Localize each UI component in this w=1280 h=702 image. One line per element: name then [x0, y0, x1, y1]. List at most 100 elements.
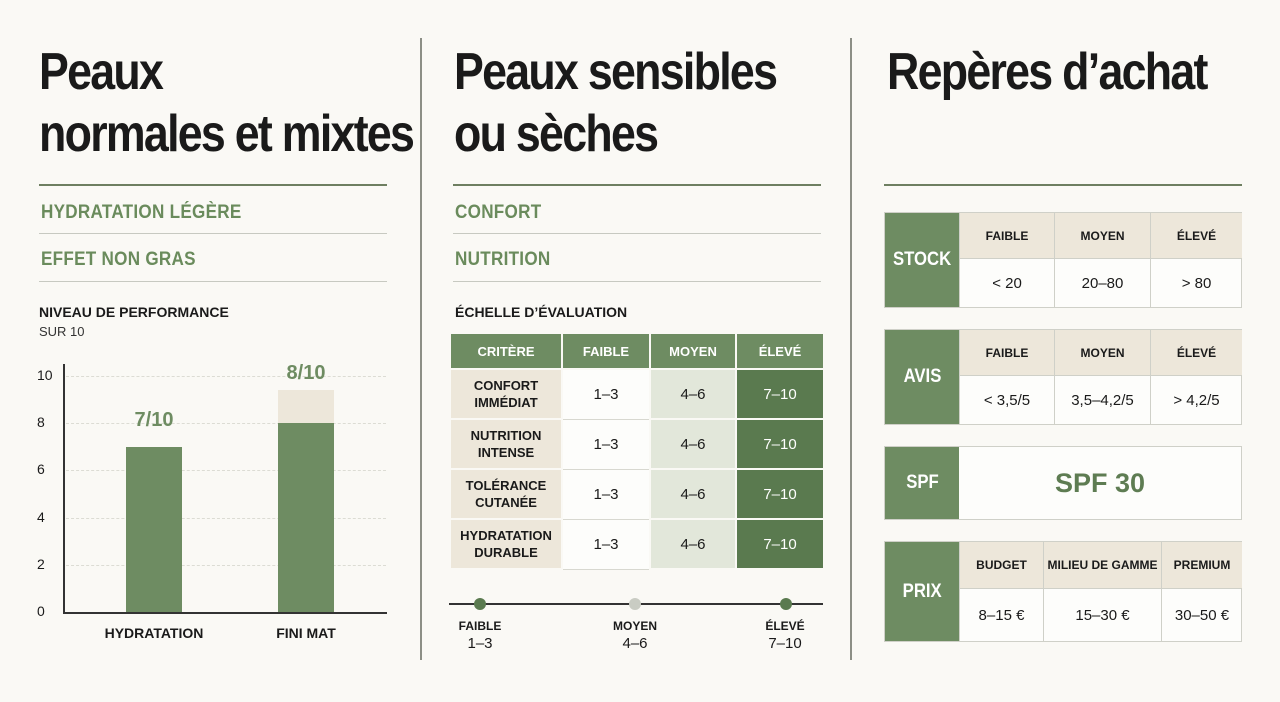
- moyen-cell: 4–6: [649, 518, 737, 570]
- eleve-cell: 7–10: [735, 418, 825, 470]
- legend-label-eleve: ÉLEVÉ: [765, 619, 805, 633]
- x-tick-label: HYDRATATION: [104, 625, 204, 641]
- prix-header-premium: PREMIUM: [1161, 542, 1242, 589]
- header-critere: CRITÈRE: [449, 332, 563, 370]
- legend-range-faible: 1–3: [467, 635, 493, 652]
- stock-value-eleve: > 80: [1150, 259, 1242, 307]
- header-eleve: ÉLEVÉ: [735, 332, 825, 370]
- stock-header-eleve: ÉLEVÉ: [1150, 213, 1242, 259]
- prix-value-milieu: 15–30 €: [1043, 589, 1161, 641]
- bar-data-label: 7/10: [134, 408, 174, 431]
- avis-value-moyen: 3,5–4,2/5: [1054, 376, 1150, 424]
- table-header-row: CRITÈRE FAIBLE MOYEN ÉLEVÉ: [449, 332, 825, 370]
- legend-label-moyen: MOYEN: [612, 619, 657, 633]
- y-tick-label: 8: [37, 414, 45, 431]
- column-divider-1: [420, 38, 422, 660]
- legend-range-moyen: 4–6: [622, 635, 648, 652]
- grid-line: [66, 564, 386, 566]
- moyen-cell: 4–6: [649, 368, 737, 420]
- column-divider-2: [850, 38, 852, 660]
- x-tick-label: FINI MAT: [276, 625, 336, 641]
- col1-tag-hydratation: HYDRATATION LÉGÈRE: [41, 202, 242, 223]
- avis-header-faible: FAIBLE: [959, 330, 1054, 376]
- eleve-cell: 7–10: [735, 368, 825, 420]
- y-tick-label: 0: [37, 603, 45, 619]
- legend-range-eleve: 7–10: [768, 635, 802, 652]
- col2-separator-1: [453, 233, 821, 234]
- faible-cell: 1–3: [561, 468, 651, 520]
- stock-value-faible: < 20: [959, 259, 1054, 307]
- stock-header-moyen: MOYEN: [1054, 213, 1150, 259]
- header-faible: FAIBLE: [561, 332, 651, 370]
- col2-separator-2: [453, 281, 821, 282]
- chart-x-axis: [63, 612, 387, 614]
- faible-cell: 1–3: [561, 518, 651, 570]
- stock-label: STOCK: [885, 213, 959, 307]
- evaluation-scale-table: CRITÈRE FAIBLE MOYEN ÉLEVÉ CONFORT IMMÉDI…: [449, 332, 825, 570]
- avis-label: AVIS: [885, 330, 959, 424]
- legend-dot-moyen: [629, 598, 641, 610]
- chart-subtitle: SUR 10: [39, 324, 85, 339]
- y-tick-label: 2: [37, 555, 45, 572]
- bar-data-label: 8/10: [286, 362, 326, 385]
- avis-value-faible: < 3,5/5: [959, 376, 1054, 424]
- legend-dot-eleve: [780, 598, 792, 610]
- spf-card: SPF SPF 30: [884, 446, 1242, 520]
- criterion-cell: TOLÉRANCE CUTANÉE: [449, 468, 563, 520]
- grid-line: [66, 517, 386, 519]
- stock-value-moyen: 20–80: [1054, 259, 1150, 307]
- col1-title-line1: Peaux: [39, 43, 164, 101]
- table-row: TOLÉRANCE CUTANÉE 1–3 4–6 7–10: [449, 468, 825, 520]
- grid-line: [66, 376, 386, 377]
- prix-card: PRIX BUDGET MILIEU DE GAMME PREMIUM 8–15…: [884, 541, 1242, 642]
- chart-title: NIVEAU DE PERFORMANCE: [39, 304, 229, 320]
- prix-label: PRIX: [885, 542, 959, 641]
- y-tick-label: 6: [37, 461, 45, 478]
- grid-line: [66, 423, 386, 425]
- avis-card: AVIS FAIBLE MOYEN ÉLEVÉ < 3,5/5 3,5–4,2/…: [884, 329, 1242, 425]
- moyen-cell: 4–6: [649, 468, 737, 520]
- table-row: NUTRITION INTENSE 1–3 4–6 7–10: [449, 418, 825, 470]
- grid-line: [66, 470, 386, 472]
- col2-title-line2: ou sèches: [454, 105, 659, 163]
- table-row: HYDRATATION DURABLE 1–3 4–6 7–10: [449, 518, 825, 570]
- avis-header-eleve: ÉLEVÉ: [1150, 330, 1242, 376]
- scale-title: ÉCHELLE D’ÉVALUATION: [455, 304, 628, 320]
- faible-cell: 1–3: [561, 368, 651, 420]
- col1-separator-2: [39, 281, 387, 282]
- col1-rule: [39, 184, 387, 186]
- criterion-cell: NUTRITION INTENSE: [449, 418, 563, 470]
- header-moyen: MOYEN: [649, 332, 737, 370]
- col2-tag-confort: CONFORT: [455, 202, 542, 223]
- col1-separator-1: [39, 233, 387, 234]
- prix-header-milieu: MILIEU DE GAMME: [1043, 542, 1161, 589]
- col2-rule: [453, 184, 821, 186]
- y-tick-label: 4: [37, 508, 45, 525]
- bar-fini-mat: [278, 423, 334, 612]
- legend-label-faible: FAIBLE: [458, 619, 502, 633]
- eleve-cell: 7–10: [735, 518, 825, 570]
- faible-cell: 1–3: [561, 418, 651, 470]
- avis-value-eleve: > 4,2/5: [1150, 376, 1242, 424]
- criterion-cell: CONFORT IMMÉDIAT: [449, 368, 563, 420]
- spf-value: SPF 30: [1054, 467, 1146, 498]
- chart-y-axis: [63, 364, 65, 614]
- spf-label: SPF: [885, 447, 959, 519]
- stock-header-faible: FAIBLE: [959, 213, 1054, 259]
- col1-tag-effet: EFFET NON GRAS: [41, 249, 196, 270]
- avis-header-moyen: MOYEN: [1054, 330, 1150, 376]
- criterion-cell: HYDRATATION DURABLE: [449, 518, 563, 570]
- prix-value-budget: 8–15 €: [959, 589, 1043, 641]
- table-row: CONFORT IMMÉDIAT 1–3 4–6 7–10: [449, 368, 825, 420]
- eleve-cell: 7–10: [735, 468, 825, 520]
- bar-hydratation: [126, 446, 182, 612]
- prix-value-premium: 30–50 €: [1161, 589, 1242, 641]
- legend-dot-faible: [474, 598, 486, 610]
- col3-rule: [884, 184, 1242, 186]
- moyen-cell: 4–6: [649, 418, 737, 470]
- col1-title-line2: normales et mixtes: [39, 105, 415, 163]
- stock-card: STOCK FAIBLE MOYEN ÉLEVÉ < 20 20–80 > 80: [884, 212, 1242, 308]
- col3-title: Repères d’achat: [887, 43, 1208, 101]
- col2-title-line1: Peaux sensibles: [454, 43, 778, 101]
- y-tick-label: 10: [37, 367, 53, 383]
